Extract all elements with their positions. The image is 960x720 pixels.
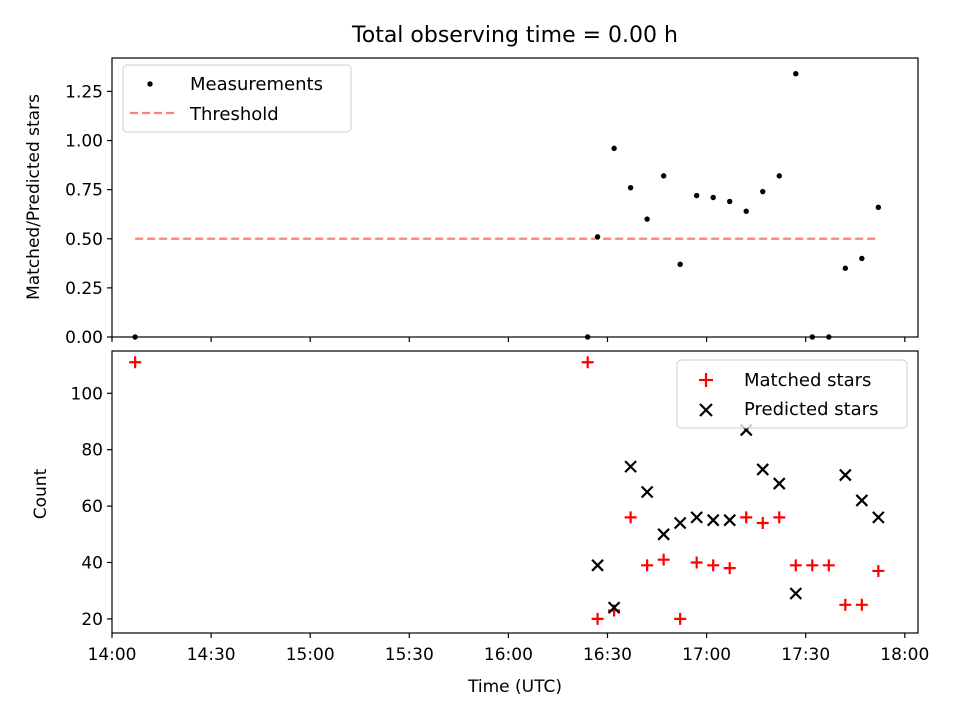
top-y-tick-label: 1.00 xyxy=(65,132,103,152)
x-tick-label: 14:30 xyxy=(187,645,236,665)
measurement-point xyxy=(660,173,667,179)
matched-star-point xyxy=(872,564,885,577)
bottom-legend-box xyxy=(676,359,908,429)
x-tick-label: 16:00 xyxy=(484,645,533,665)
matched-star-point xyxy=(822,559,835,572)
matched-star-point xyxy=(773,511,786,524)
bottom-y-ticks: 20 40 60 80 100 xyxy=(71,384,112,630)
measurement-point xyxy=(875,204,882,211)
matched-star-point xyxy=(789,559,802,572)
top-y-axis-label: Matched/Predicted stars xyxy=(24,94,44,300)
bottom-y-tick-label: 20 xyxy=(81,610,103,630)
measurement-point xyxy=(627,184,634,191)
top-axes-frame xyxy=(111,57,919,338)
top-legend-box xyxy=(122,64,352,133)
top-y-tick-label: 0.50 xyxy=(65,230,103,250)
predicted-star-point xyxy=(756,463,770,476)
legend-measurements-marker xyxy=(147,81,153,87)
measurement-point xyxy=(760,188,766,195)
matched-star-point xyxy=(806,559,819,572)
matched-star-point xyxy=(641,559,654,572)
matched-star-point xyxy=(723,562,736,575)
x-tick-label: 15:30 xyxy=(385,645,434,665)
bottom-y-tick-label: 60 xyxy=(81,497,103,517)
measurement-point xyxy=(842,265,849,271)
predicted-star-point xyxy=(706,513,720,527)
bottom-legend: Matched stars Predicted stars xyxy=(676,359,908,429)
matched-star-point xyxy=(740,511,753,524)
bottom-x-ticks: 14:00 14:30 15:00 15:30 16:00 16:30 17:00 17:30… xyxy=(88,633,929,665)
top-y-ticks: 0.00 0.25 0.50 0.75 1.00 1.25 xyxy=(65,82,112,348)
bottom-y-tick-label: 80 xyxy=(81,441,103,461)
predicted-star-point xyxy=(789,587,803,600)
x-tick-label: 17:30 xyxy=(781,645,830,665)
measurement-point xyxy=(859,255,865,262)
measurement-point xyxy=(793,71,799,77)
predicted-star-point xyxy=(607,601,621,614)
matched-star-point xyxy=(674,612,687,625)
matched-star-point xyxy=(624,511,637,524)
x-axis-label: Time (UTC) xyxy=(467,677,562,697)
predicted-star-point xyxy=(772,477,786,490)
predicted-star-point xyxy=(591,559,604,572)
x-tick-label: 15:00 xyxy=(286,645,335,665)
matched-star-point xyxy=(581,356,594,369)
x-tick-label: 14:00 xyxy=(88,645,137,665)
predicted-star-point xyxy=(855,494,869,507)
matched-star-point xyxy=(855,598,868,611)
legend-threshold-label: Threshold xyxy=(189,104,279,125)
measurement-point xyxy=(677,261,683,268)
predicted-star-point xyxy=(624,460,637,473)
x-tick-label: 18:00 xyxy=(880,645,929,665)
legend-measurements-label: Measurements xyxy=(190,74,323,95)
top-y-tick-label: 0.00 xyxy=(65,328,103,348)
top-y-tick-label: 1.25 xyxy=(65,82,103,102)
predicted-star-point xyxy=(723,513,736,527)
measurement-point xyxy=(594,234,601,240)
top-axes: Total observing time = 0.00 h Matched/Pr… xyxy=(24,23,919,348)
measurement-point xyxy=(693,192,700,199)
x-tick-label: 16:30 xyxy=(583,645,632,665)
measurement-point xyxy=(743,208,749,214)
matched-star-point xyxy=(707,559,720,572)
predicted-star-point xyxy=(690,511,703,524)
matched-star-point xyxy=(129,356,142,369)
measurement-point xyxy=(776,173,782,179)
predicted-star-point xyxy=(673,516,687,530)
chart-title: Total observing time = 0.00 h xyxy=(351,23,678,48)
bottom-y-axis-label: Count xyxy=(31,468,51,519)
matched-star-point xyxy=(657,553,670,566)
predicted-star-point xyxy=(640,485,654,499)
top-plot-area xyxy=(132,71,882,340)
measurement-point xyxy=(611,145,617,152)
predicted-star-point xyxy=(839,468,852,482)
top-x-ticks xyxy=(111,337,906,342)
bottom-axes-frame xyxy=(111,350,919,634)
bottom-plot-area xyxy=(129,356,885,625)
legend-predicted-marker xyxy=(699,403,713,417)
matched-star-point xyxy=(690,556,703,569)
x-tick-label: 17:00 xyxy=(682,645,731,665)
bottom-y-tick-label: 100 xyxy=(71,384,103,404)
top-y-tick-label: 0.75 xyxy=(65,181,103,201)
legend-matched-marker xyxy=(699,373,713,387)
matched-star-point xyxy=(591,612,604,625)
measurement-point xyxy=(644,216,650,222)
predicted-star-point xyxy=(872,511,885,524)
predicted-star-point xyxy=(657,528,670,541)
top-legend: Measurements Threshold xyxy=(122,64,352,133)
matched-star-point xyxy=(756,517,769,530)
measurement-point xyxy=(710,194,716,201)
bottom-y-tick-label: 40 xyxy=(81,554,103,574)
matched-star-point xyxy=(839,598,852,611)
top-y-tick-label: 0.25 xyxy=(65,279,103,299)
legend-predicted-label: Predicted stars xyxy=(744,399,878,420)
measurement-point xyxy=(727,198,733,205)
legend-matched-label: Matched stars xyxy=(744,370,871,391)
